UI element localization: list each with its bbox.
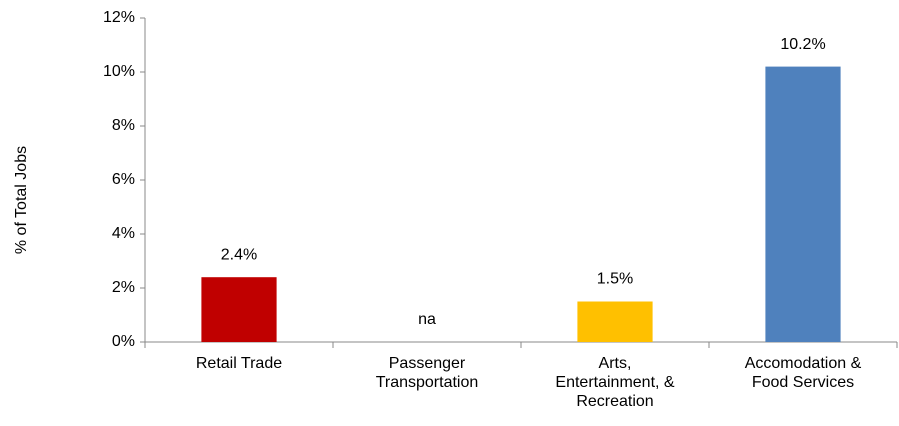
y-tick-label: 4% bbox=[112, 225, 135, 242]
y-tick-label: 2% bbox=[112, 279, 135, 296]
y-tick-label: 8% bbox=[112, 117, 135, 134]
bar bbox=[765, 66, 841, 342]
x-tick-label: Accomodation & Food Services bbox=[744, 355, 862, 391]
y-tick-label: 10% bbox=[103, 63, 135, 80]
y-tick-label: 12% bbox=[103, 9, 135, 26]
value-label: 2.4% bbox=[221, 246, 257, 263]
y-axis-title: % of Total Jobs bbox=[13, 146, 30, 254]
bar bbox=[201, 277, 277, 342]
value-label: 10.2% bbox=[780, 36, 825, 53]
x-tick-label: Passenger Transportation bbox=[375, 355, 479, 391]
y-tick-label: 0% bbox=[112, 333, 135, 350]
x-tick-label: Retail Trade bbox=[195, 355, 283, 372]
bar bbox=[577, 301, 653, 342]
y-tick-label: 6% bbox=[112, 171, 135, 188]
x-tick-label: Arts, Entertainment, & Recreation bbox=[555, 355, 675, 410]
value-label: 1.5% bbox=[597, 271, 633, 288]
value-label: na bbox=[418, 311, 436, 328]
